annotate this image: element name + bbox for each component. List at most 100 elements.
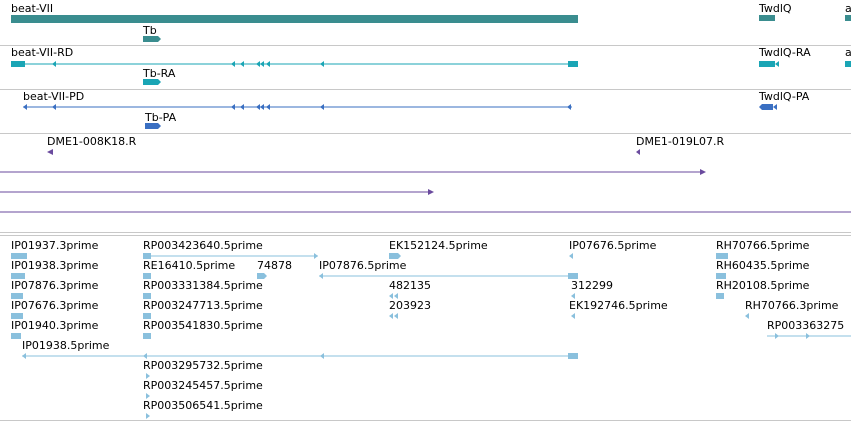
est-label[interactable]: EK152124.5prime xyxy=(389,239,488,252)
est-glyph[interactable] xyxy=(320,353,324,359)
gene-bar-beat-vii[interactable] xyxy=(11,15,578,23)
transcript-exon-arrow[interactable] xyxy=(231,61,235,67)
est-glyph[interactable] xyxy=(143,353,147,359)
est-glyph[interactable] xyxy=(11,293,23,299)
est-label[interactable]: 482135 xyxy=(389,279,431,292)
protein-bar-twdlq-pa[interactable] xyxy=(759,104,773,110)
est-label[interactable]: IP01937.3prime xyxy=(11,239,99,252)
est-glyph[interactable] xyxy=(143,253,151,259)
est-glyph[interactable] xyxy=(716,273,726,279)
est-glyph[interactable] xyxy=(22,353,26,359)
protein-exon-arrow[interactable] xyxy=(773,104,777,110)
est-label[interactable]: IP07876.5prime xyxy=(319,259,407,272)
est-glyph[interactable] xyxy=(314,253,318,259)
gene-label-tb[interactable]: Tb xyxy=(143,24,157,37)
est-label[interactable]: IP01938.3prime xyxy=(11,259,99,272)
est-glyph[interactable] xyxy=(716,293,724,299)
est-label[interactable]: IP07876.3prime xyxy=(11,279,99,292)
est-glyph[interactable] xyxy=(806,333,810,339)
est-glyph[interactable] xyxy=(11,313,23,319)
est-label[interactable]: RP003506541.5prime xyxy=(143,399,263,412)
est-label[interactable]: RP003331384.5prime xyxy=(143,279,263,292)
transcript-label-a[interactable]: a xyxy=(845,46,851,59)
est-label[interactable]: 312299 xyxy=(571,279,613,292)
est-label[interactable]: RH60435.5prime xyxy=(716,259,810,272)
transcript-exon-arrow[interactable] xyxy=(240,61,244,67)
est-label[interactable]: RE16410.5prime xyxy=(143,259,236,272)
transcript-bar-tb-ra[interactable] xyxy=(143,79,161,85)
est-glyph[interactable] xyxy=(716,253,728,259)
protein-exon-arrow[interactable] xyxy=(320,104,324,110)
est-glyph[interactable] xyxy=(394,293,398,299)
gene-label-a[interactable]: a xyxy=(845,2,851,15)
est-label[interactable]: 203923 xyxy=(389,299,431,312)
est-glyph[interactable] xyxy=(571,313,575,319)
transcript-exon-arrow[interactable] xyxy=(320,61,324,67)
clone-marker[interactable] xyxy=(636,149,640,155)
clone-label-dme1-019l07[interactable]: DME1-019L07.R xyxy=(636,135,725,148)
protein-label-twdlq-pa[interactable]: TwdlQ-PA xyxy=(759,90,810,103)
est-glyph[interactable] xyxy=(775,333,779,339)
est-label[interactable]: RH70766.5prime xyxy=(716,239,810,252)
transcript-bar-a[interactable] xyxy=(845,61,851,67)
est-label[interactable]: 74878 xyxy=(257,259,292,272)
est-glyph[interactable] xyxy=(146,373,150,379)
protein-label-tb-pa[interactable]: Tb-PA xyxy=(145,111,177,124)
est-glyph[interactable] xyxy=(143,273,151,279)
protein-bar-tb-pa[interactable] xyxy=(145,123,161,129)
est-label[interactable]: IP07676.5prime xyxy=(569,239,657,252)
transcript-exon-arrow[interactable] xyxy=(260,61,264,67)
clone-span-arrow[interactable] xyxy=(700,169,706,175)
protein-exon-arrow[interactable] xyxy=(260,104,264,110)
est-glyph[interactable] xyxy=(11,273,25,279)
est-glyph[interactable] xyxy=(389,253,401,259)
protein-exon-arrow[interactable] xyxy=(240,104,244,110)
gene-label-twdlq[interactable]: TwdlQ xyxy=(759,2,792,15)
transcript-exon-arrow[interactable] xyxy=(256,61,260,67)
est-label[interactable]: IP01938.5prime xyxy=(22,339,110,352)
transcript-exon-arrow[interactable] xyxy=(775,61,779,67)
transcript-exon-arrow[interactable] xyxy=(266,61,270,67)
est-glyph[interactable] xyxy=(143,293,151,299)
transcript-exon[interactable] xyxy=(568,61,578,67)
transcript-exon[interactable] xyxy=(11,61,25,67)
est-label[interactable]: RH70766.3prime xyxy=(745,299,839,312)
est-glyph[interactable] xyxy=(257,273,267,279)
est-label[interactable]: RP003541830.5prime xyxy=(143,319,263,332)
est-label[interactable]: IP01940.3prime xyxy=(11,319,99,332)
est-label[interactable]: RH20108.5prime xyxy=(716,279,810,292)
transcript-label-twdlq-ra[interactable]: TwdlQ-RA xyxy=(759,46,811,59)
est-label[interactable]: RP003295732.5prime xyxy=(143,359,263,372)
gene-bar-twdlq[interactable] xyxy=(759,15,775,21)
est-glyph[interactable] xyxy=(569,253,573,259)
est-label[interactable]: RP003247713.5prime xyxy=(143,299,263,312)
protein-exon-arrow[interactable] xyxy=(256,104,260,110)
est-label[interactable]: RP003363275 xyxy=(767,319,845,332)
gene-bar-a[interactable] xyxy=(845,15,851,21)
est-glyph[interactable] xyxy=(571,293,575,299)
gene-bar-tb[interactable] xyxy=(143,36,161,42)
est-glyph[interactable] xyxy=(11,253,27,259)
est-glyph[interactable] xyxy=(319,273,323,279)
gene-label-beat-vii[interactable]: beat-VII xyxy=(11,2,54,15)
protein-exon-arrow[interactable] xyxy=(23,104,27,110)
est-glyph[interactable] xyxy=(143,333,151,339)
protein-exon-arrow[interactable] xyxy=(52,104,56,110)
transcript-label-tb-ra[interactable]: Tb-RA xyxy=(143,67,176,80)
est-glyph[interactable] xyxy=(389,293,393,299)
est-glyph[interactable] xyxy=(568,353,578,359)
est-glyph[interactable] xyxy=(568,273,578,279)
protein-label-beat-vii-pd[interactable]: beat-VII-PD xyxy=(23,90,85,103)
est-label[interactable]: RP003245457.5prime xyxy=(143,379,263,392)
est-glyph[interactable] xyxy=(389,313,393,319)
est-label[interactable]: EK192746.5prime xyxy=(569,299,668,312)
protein-exon-arrow[interactable] xyxy=(231,104,235,110)
clone-span-arrow[interactable] xyxy=(428,189,434,195)
est-glyph[interactable] xyxy=(11,333,21,339)
protein-exon-arrow[interactable] xyxy=(567,104,571,110)
est-glyph[interactable] xyxy=(394,313,398,319)
protein-exon-arrow[interactable] xyxy=(266,104,270,110)
est-glyph[interactable] xyxy=(745,313,749,319)
est-glyph[interactable] xyxy=(146,413,150,419)
est-label[interactable]: RP003423640.5prime xyxy=(143,239,263,252)
